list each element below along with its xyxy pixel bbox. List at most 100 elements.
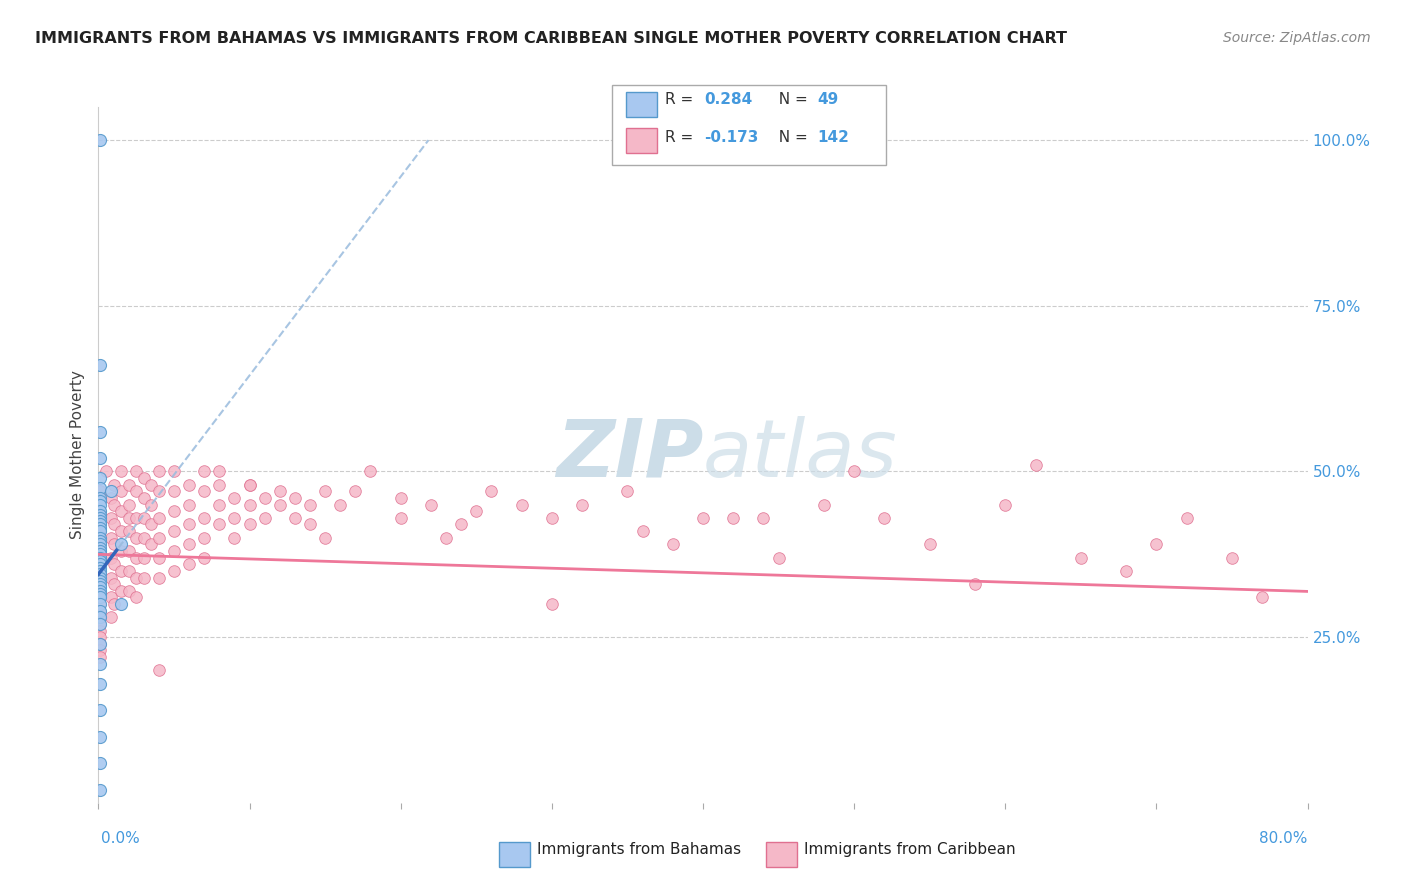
Point bbox=[193, 550, 215, 565]
Point bbox=[450, 517, 472, 532]
Point bbox=[100, 610, 122, 624]
Point bbox=[89, 550, 111, 565]
Point bbox=[89, 616, 111, 631]
Point bbox=[89, 597, 111, 611]
Point bbox=[125, 550, 148, 565]
Point bbox=[89, 560, 111, 574]
Point bbox=[110, 524, 132, 538]
Point bbox=[510, 498, 533, 512]
Point bbox=[89, 583, 111, 598]
Point bbox=[89, 504, 111, 518]
Point bbox=[141, 537, 163, 551]
Point bbox=[314, 484, 336, 499]
Point bbox=[89, 531, 111, 545]
Point bbox=[100, 531, 122, 545]
Point bbox=[125, 570, 148, 584]
Point bbox=[110, 465, 132, 479]
Point bbox=[208, 517, 231, 532]
Point bbox=[208, 465, 231, 479]
Point bbox=[163, 544, 186, 558]
Point bbox=[100, 570, 122, 584]
Point bbox=[89, 570, 111, 584]
Text: Immigrants from Bahamas: Immigrants from Bahamas bbox=[537, 842, 741, 856]
Point bbox=[89, 643, 111, 657]
Point bbox=[110, 504, 132, 518]
Point bbox=[179, 558, 201, 572]
Point bbox=[1024, 458, 1046, 472]
Point bbox=[118, 544, 141, 558]
Point bbox=[179, 537, 201, 551]
Point bbox=[110, 597, 132, 611]
Point bbox=[118, 524, 141, 538]
Point bbox=[813, 498, 835, 512]
Point bbox=[100, 511, 122, 525]
Point bbox=[125, 511, 148, 525]
Point bbox=[89, 591, 111, 605]
Point bbox=[148, 531, 170, 545]
Point bbox=[89, 504, 111, 518]
Point bbox=[110, 537, 132, 551]
Point bbox=[118, 511, 141, 525]
Point bbox=[132, 531, 155, 545]
Point bbox=[389, 511, 412, 525]
Point bbox=[141, 477, 163, 491]
Text: 49: 49 bbox=[817, 93, 838, 107]
Point bbox=[873, 511, 896, 525]
Point bbox=[148, 511, 170, 525]
Point bbox=[163, 524, 186, 538]
Point bbox=[329, 498, 352, 512]
Point bbox=[110, 544, 132, 558]
Point bbox=[89, 676, 111, 690]
Point bbox=[89, 359, 111, 373]
Point bbox=[89, 630, 111, 644]
Point bbox=[224, 491, 246, 505]
Point bbox=[125, 591, 148, 605]
Point bbox=[89, 577, 111, 591]
Point bbox=[224, 511, 246, 525]
Point bbox=[148, 570, 170, 584]
Point bbox=[163, 564, 186, 578]
Point bbox=[89, 703, 111, 717]
Point bbox=[110, 484, 132, 499]
Point bbox=[344, 484, 367, 499]
Text: Immigrants from Caribbean: Immigrants from Caribbean bbox=[804, 842, 1017, 856]
Point bbox=[163, 504, 186, 518]
Point bbox=[110, 564, 132, 578]
Point bbox=[994, 498, 1017, 512]
Point bbox=[89, 494, 111, 508]
Point bbox=[89, 491, 111, 505]
Text: R =: R = bbox=[665, 93, 699, 107]
Point bbox=[224, 531, 246, 545]
Point bbox=[89, 782, 111, 797]
Point bbox=[768, 550, 790, 565]
Text: 0.284: 0.284 bbox=[704, 93, 752, 107]
Point bbox=[89, 471, 111, 485]
Point bbox=[1251, 591, 1274, 605]
Point bbox=[132, 570, 155, 584]
Point bbox=[118, 477, 141, 491]
Point bbox=[752, 511, 775, 525]
Point bbox=[89, 524, 111, 538]
Point bbox=[89, 484, 111, 499]
Point bbox=[616, 484, 638, 499]
Point bbox=[148, 465, 170, 479]
Point bbox=[125, 465, 148, 479]
Point bbox=[118, 498, 141, 512]
Point bbox=[89, 564, 111, 578]
Point bbox=[253, 491, 276, 505]
Point bbox=[481, 484, 503, 499]
Point bbox=[89, 511, 111, 525]
Point bbox=[125, 531, 148, 545]
Point bbox=[89, 587, 111, 601]
Point bbox=[89, 610, 111, 624]
Point bbox=[89, 657, 111, 671]
Point bbox=[118, 583, 141, 598]
Point bbox=[269, 498, 291, 512]
Point bbox=[89, 517, 111, 532]
Point bbox=[389, 491, 412, 505]
Point bbox=[148, 550, 170, 565]
Point bbox=[103, 577, 125, 591]
Point bbox=[89, 558, 111, 572]
Text: 0.0%: 0.0% bbox=[101, 831, 141, 846]
Point bbox=[89, 133, 111, 147]
